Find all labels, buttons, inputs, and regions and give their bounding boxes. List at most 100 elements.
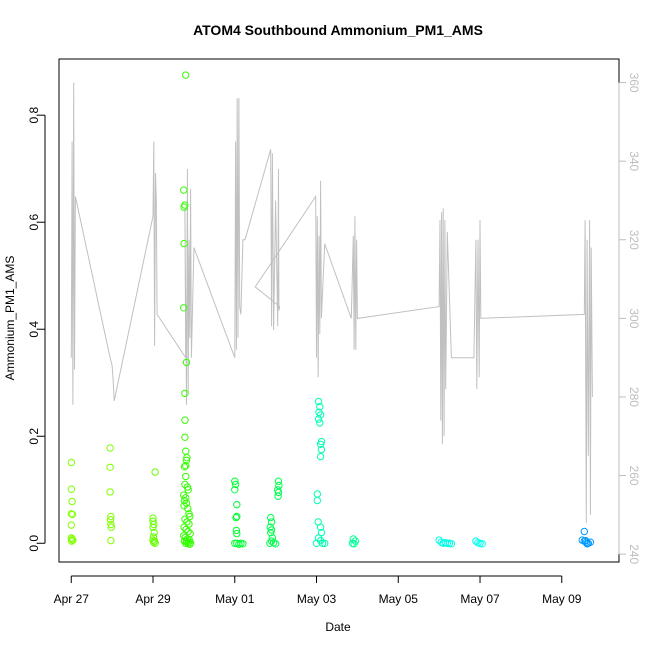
data-point-1 [67,485,76,493]
data-point-5 [67,521,76,529]
data-point-106 [314,415,323,423]
data-point-30 [180,186,188,194]
data-point-2 [68,497,76,506]
data-point-22 [150,528,158,537]
data-point-38 [181,433,189,441]
data-point-73 [186,540,194,548]
data-point-34 [180,304,188,312]
data-point-132 [447,540,456,548]
data-point-130 [443,539,451,547]
y-tick-label: 0.8 [27,107,41,124]
data-point-81 [233,529,241,538]
y-tick-label: 0.6 [27,214,41,231]
trace-line [70,82,593,523]
data-point-6 [67,534,76,542]
y2-tick-label: 240 [627,544,641,564]
data-point-44 [182,472,190,481]
y2-tick-label: 300 [627,308,641,328]
data-point-27 [151,539,159,547]
y-tick-label: 0.0 [27,535,41,552]
data-point-32 [180,203,188,211]
data-point-11 [106,463,114,471]
y2-tick-label: 360 [627,73,641,93]
secondary-trace [70,82,593,523]
data-point-26 [150,538,158,546]
data-point-37 [181,416,189,424]
data-point-88 [267,518,276,526]
data-point-112 [313,490,321,498]
data-point-40 [183,454,191,462]
data-point-122 [349,535,357,543]
data-point-105 [316,411,325,419]
data-point-21 [149,523,157,531]
data-point-29 [182,71,190,79]
y2-tick-label: 260 [627,466,641,486]
data-point-144 [583,540,591,548]
y2-tick-label: 280 [627,387,641,407]
data-point-125 [351,537,360,545]
data-point-15 [107,520,115,529]
data-point-91 [267,528,275,537]
data-point-71 [182,539,190,547]
data-point-120 [318,539,327,547]
data-point-47 [184,486,192,494]
data-point-36 [181,389,189,398]
y-tick-label: 0.4 [27,321,41,338]
x-tick-label: May 03 [297,592,337,606]
data-point-42 [182,462,190,470]
data-point-61 [184,527,192,536]
data-point-101 [274,492,282,500]
data-point-96 [266,539,274,547]
data-point-113 [313,496,321,505]
data-point-12 [106,488,114,496]
data-point-39 [182,447,190,455]
x-axis-label: Date [325,620,351,634]
data-point-107 [316,419,324,427]
data-points [67,71,595,548]
x-tick-label: Apr 27 [54,592,90,606]
y2-axis: 240 260 280 300 320 340 360 [618,73,641,564]
data-point-102 [314,397,323,406]
data-point-75 [231,480,240,489]
data-point-41 [182,456,191,464]
data-point-8 [69,536,77,544]
data-point-33 [180,239,188,248]
x-tick-label: May 05 [379,592,419,606]
data-point-98 [275,481,283,490]
plot-frame [58,58,620,563]
data-point-9 [68,537,76,545]
data-point-0 [67,458,76,467]
y-axis: 0.0 0.2 0.4 0.6 0.8 [27,107,46,552]
data-point-60 [182,525,190,534]
data-point-53 [184,504,192,513]
data-point-121 [321,539,329,547]
x-tick-label: Apr 29 [135,592,171,606]
data-point-78 [233,512,241,521]
data-point-17 [107,536,115,545]
data-point-59 [180,523,188,531]
x-tick-label: May 01 [215,592,255,606]
data-point-80 [232,526,241,535]
data-point-109 [316,440,325,448]
data-point-76 [231,486,239,494]
data-point-137 [580,527,588,536]
data-point-14 [106,516,115,524]
data-point-4 [68,510,77,519]
y-tick-label: 0.2 [27,428,41,445]
y-axis-label: Ammonium_PM1_AMS [3,256,17,381]
data-point-115 [316,523,325,531]
data-point-111 [316,452,325,461]
chart-title: ATOM4 Southbound Ammonium_PM1_AMS [193,22,483,38]
data-point-74 [231,477,239,485]
data-point-10 [106,444,114,452]
data-point-110 [317,445,326,454]
data-point-87 [267,513,275,522]
x-tick-label: May 07 [460,592,500,606]
y2-tick-label: 320 [627,230,641,250]
data-point-95 [271,540,280,548]
data-point-28 [151,468,159,476]
data-point-136 [478,540,486,548]
data-point-100 [274,488,283,497]
data-point-16 [107,523,116,531]
